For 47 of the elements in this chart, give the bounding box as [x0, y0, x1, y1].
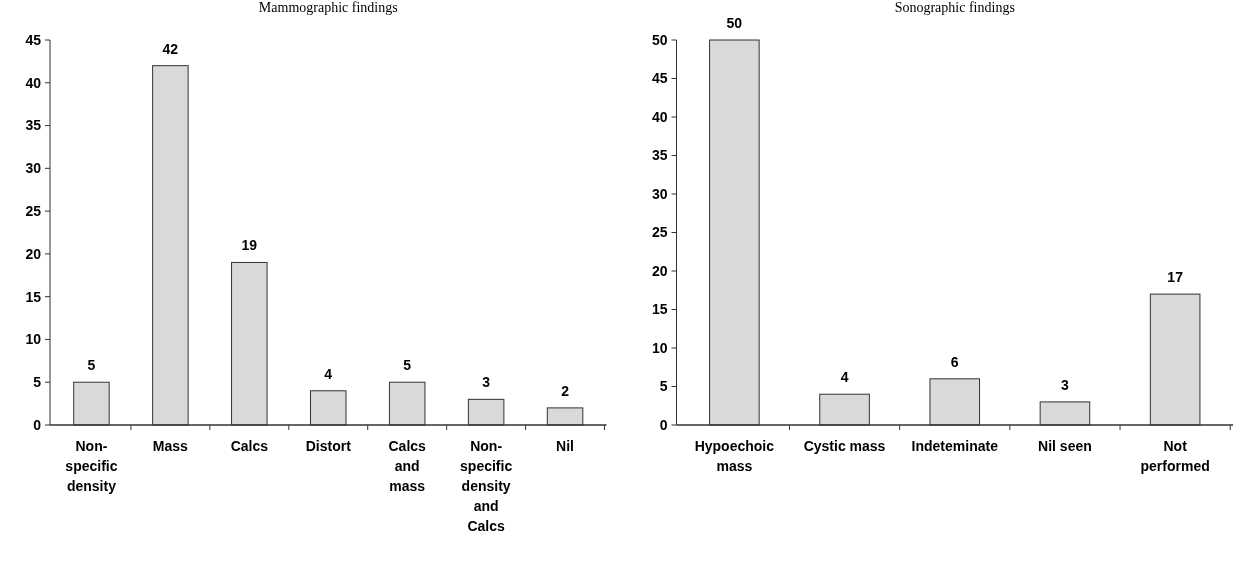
- x-tick-label: Distort: [305, 438, 352, 454]
- y-tick-label: 10: [25, 331, 42, 348]
- data-label: 42: [162, 40, 179, 57]
- data-label: 4: [324, 365, 333, 382]
- y-tick-label: 0: [33, 416, 42, 433]
- x-tick-label: Indeteminate: [911, 438, 999, 454]
- y-tick-label: 35: [25, 117, 42, 134]
- data-label: 19: [241, 237, 258, 254]
- data-label: 5: [403, 357, 412, 374]
- x-tick-label: Calcs and mass: [388, 438, 427, 494]
- x-tick-label: Nil seen: [1038, 438, 1092, 454]
- data-label: 5: [87, 357, 96, 374]
- y-tick-label: 25: [651, 224, 668, 241]
- data-label: 50: [726, 15, 743, 31]
- x-tick-label: Calcs: [230, 438, 269, 454]
- x-tick-label: Nil: [556, 438, 574, 454]
- data-label: 17: [1167, 269, 1184, 286]
- data-label: 2: [561, 382, 570, 399]
- data-label: 4: [840, 369, 849, 386]
- data-label: 6: [950, 353, 959, 370]
- y-tick-label: 35: [651, 147, 668, 164]
- x-tick-label: Non-specific density: [65, 438, 118, 494]
- chart-title: Mammographic findings: [258, 0, 398, 15]
- y-tick-label: 0: [659, 416, 668, 433]
- y-tick-label: 30: [25, 160, 42, 177]
- x-tick-label: Cystic mass: [803, 438, 886, 454]
- y-tick-label: 5: [33, 374, 42, 391]
- y-tick-label: 15: [651, 301, 668, 318]
- y-tick-label: 10: [651, 339, 668, 356]
- x-tick-label: Hypoechoic mass: [694, 438, 775, 474]
- x-tick-label: Mass: [152, 438, 189, 454]
- y-tick-label: 40: [25, 74, 42, 91]
- y-tick-label: 20: [25, 245, 42, 262]
- x-tick-label: Non-specific density and Calcs: [460, 438, 513, 534]
- y-tick-label: 20: [651, 262, 668, 279]
- data-label: 3: [1061, 376, 1070, 393]
- y-tick-label: 25: [25, 203, 42, 220]
- y-tick-label: 30: [651, 185, 668, 202]
- y-tick-label: 40: [651, 108, 668, 125]
- chart-title: Sonographic findings: [894, 0, 1015, 15]
- x-tick-label: Not performed: [1140, 438, 1210, 474]
- y-tick-label: 5: [659, 378, 668, 395]
- y-tick-label: 45: [651, 70, 668, 87]
- data-label: 3: [482, 374, 491, 391]
- y-tick-label: 50: [651, 31, 668, 48]
- y-tick-label: 45: [25, 31, 42, 48]
- y-tick-label: 15: [25, 288, 42, 305]
